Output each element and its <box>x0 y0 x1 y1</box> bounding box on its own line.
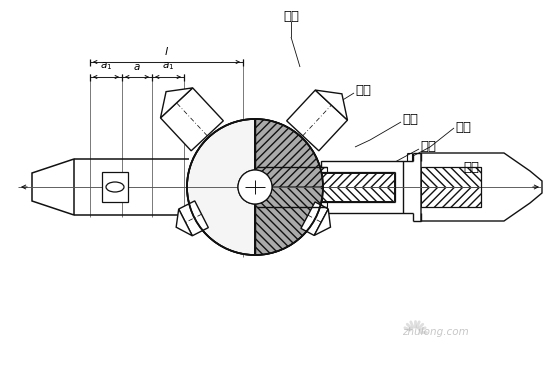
Polygon shape <box>161 88 223 151</box>
Text: 封板: 封板 <box>283 10 299 23</box>
Polygon shape <box>255 119 323 255</box>
Polygon shape <box>257 187 327 207</box>
Polygon shape <box>321 161 403 213</box>
Polygon shape <box>179 201 208 236</box>
Polygon shape <box>32 159 74 215</box>
Polygon shape <box>421 153 542 221</box>
Polygon shape <box>314 209 330 235</box>
Polygon shape <box>161 88 193 118</box>
Text: 套筒: 套筒 <box>420 139 436 152</box>
Polygon shape <box>287 90 347 151</box>
Circle shape <box>238 170 272 204</box>
Polygon shape <box>257 167 327 187</box>
Polygon shape <box>255 119 323 187</box>
Circle shape <box>238 170 272 204</box>
Text: 螺栓: 螺栓 <box>402 113 418 126</box>
Text: $l$: $l$ <box>164 45 169 57</box>
Polygon shape <box>421 187 481 207</box>
Text: 销钉: 销钉 <box>455 120 471 133</box>
Polygon shape <box>255 187 323 255</box>
Polygon shape <box>322 173 394 187</box>
Text: zhulong.com: zhulong.com <box>402 327 468 337</box>
Polygon shape <box>421 167 481 187</box>
Text: $a_1$: $a_1$ <box>100 60 112 72</box>
Polygon shape <box>187 119 255 255</box>
Polygon shape <box>322 187 394 201</box>
Text: $a$: $a$ <box>133 62 141 72</box>
Polygon shape <box>301 202 328 235</box>
Polygon shape <box>176 209 192 236</box>
Polygon shape <box>102 172 128 202</box>
Text: 锥头: 锥头 <box>463 160 479 173</box>
Text: $a_1$: $a_1$ <box>162 60 174 72</box>
Text: 钢球: 钢球 <box>355 84 371 97</box>
Polygon shape <box>315 90 347 120</box>
